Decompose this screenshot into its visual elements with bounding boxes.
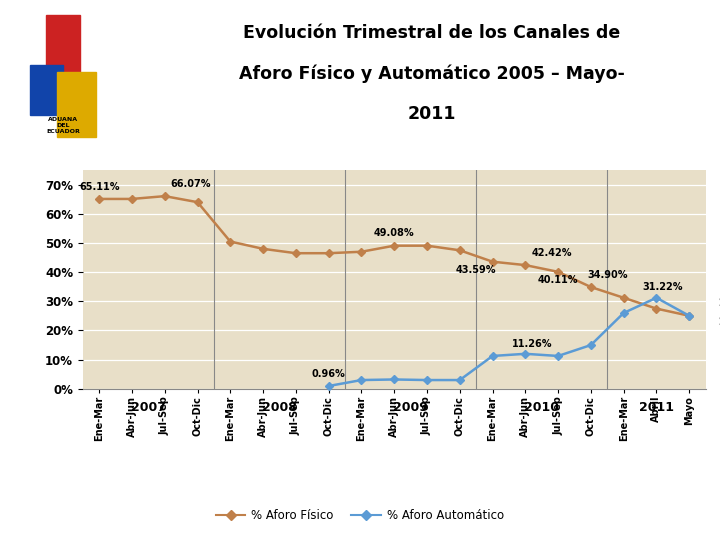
Polygon shape [46,15,80,72]
Text: Evolución Trimestral de los Canales de: Evolución Trimestral de los Canales de [243,24,621,42]
Text: 34.90%: 34.90% [587,270,628,280]
Text: 43.59%: 43.59% [456,265,496,275]
Text: 42.42%: 42.42% [531,248,572,258]
Text: 2008: 2008 [262,401,297,414]
Text: 11.26%: 11.26% [512,339,552,349]
Text: 66.07%: 66.07% [171,179,211,189]
Text: 2011: 2011 [408,105,456,123]
Text: 40.11%: 40.11% [538,275,578,285]
Text: ADUANA
DEL
ECUADOR: ADUANA DEL ECUADOR [46,117,80,134]
Text: 25.04%: 25.04% [718,318,720,327]
Text: 2007: 2007 [131,401,166,414]
Text: 49.08%: 49.08% [374,228,415,238]
Legend: % Aforo Físico, % Aforo Automático: % Aforo Físico, % Aforo Automático [211,504,509,527]
Text: 65.11%: 65.11% [79,181,120,192]
Text: Aforo Físico y Automático 2005 – Mayo-: Aforo Físico y Automático 2005 – Mayo- [239,65,625,83]
Text: 2010: 2010 [524,401,559,414]
Text: 2011: 2011 [639,401,674,414]
Text: 31.22%: 31.22% [643,282,683,292]
Polygon shape [58,72,96,137]
Text: 0.96%: 0.96% [312,369,346,379]
Text: 25.04%: 25.04% [718,299,720,308]
Text: 2009: 2009 [393,401,428,414]
Polygon shape [30,65,63,116]
